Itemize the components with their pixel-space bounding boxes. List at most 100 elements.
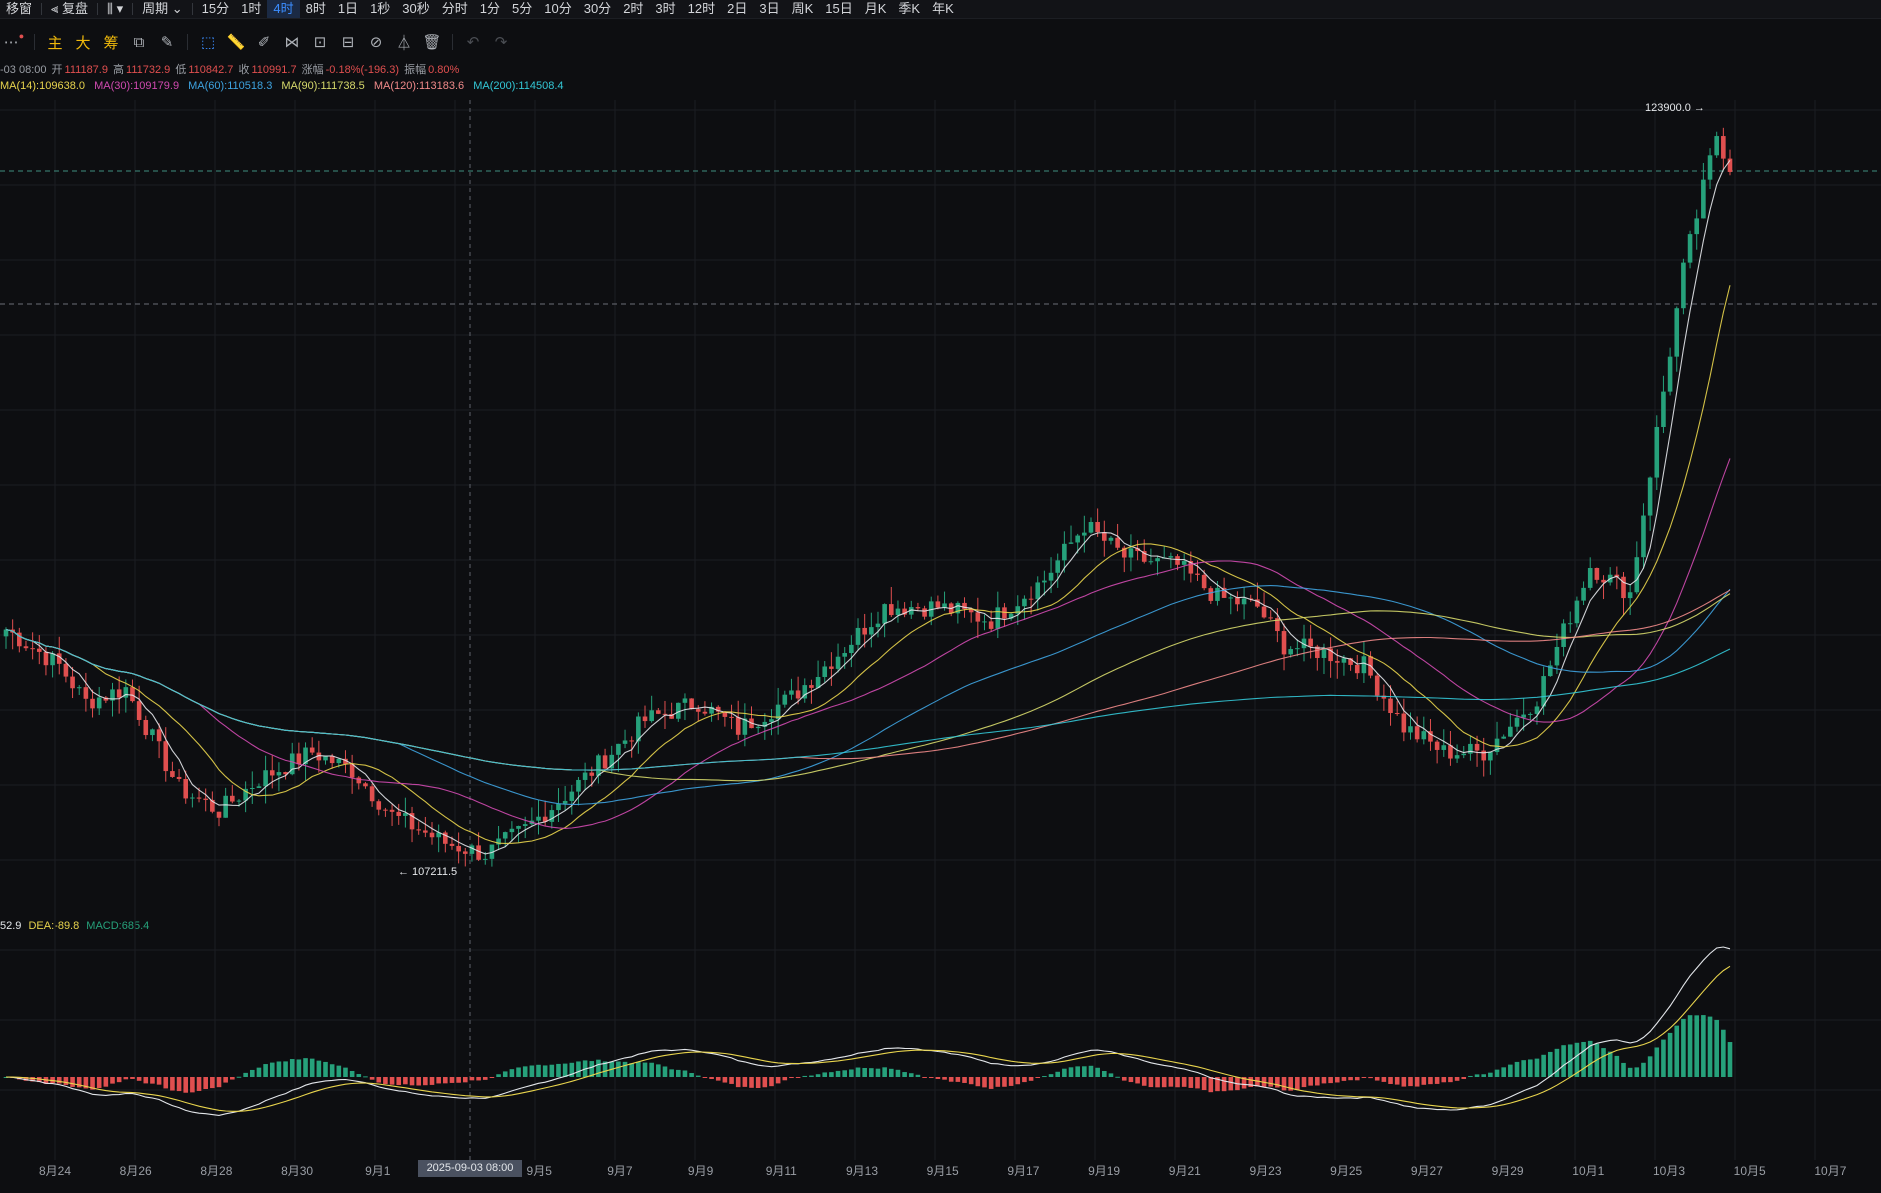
interval-14[interactable]: 12时 [687, 1, 716, 16]
macd-histogram-bar [1055, 1071, 1061, 1077]
macd-histogram-bar [1408, 1077, 1413, 1087]
interval-12[interactable]: 2时 [623, 1, 644, 16]
interval-4[interactable]: 1日 [337, 1, 359, 16]
redo-icon[interactable]: ↷ [494, 34, 508, 51]
chevron-down-icon: ⌄ [171, 1, 183, 16]
macd-histogram-bar [1028, 1077, 1034, 1081]
interval-3[interactable]: 8时 [305, 1, 326, 16]
interval-7[interactable]: 分时 [441, 1, 468, 16]
interval-16[interactable]: 3日 [759, 1, 780, 16]
candle-body [63, 663, 69, 677]
interval-17[interactable]: 周K [791, 1, 814, 16]
macd-histogram-bar [90, 1077, 95, 1090]
macd-histogram-bar [83, 1077, 89, 1089]
interval-15[interactable]: 2日 [727, 1, 748, 16]
replay-button[interactable]: ⫷ 复盘 [51, 1, 88, 16]
candle-body [922, 608, 927, 617]
macd-histogram-bar [1328, 1077, 1333, 1084]
undo-icon[interactable]: ↶ [466, 34, 480, 51]
candle-body [689, 698, 694, 710]
ma200-label: MA(200):114508.4 [473, 80, 564, 92]
cursor-select-icon[interactable]: ⬚ [200, 34, 216, 51]
interval-11[interactable]: 30分 [583, 1, 612, 16]
candle-body [935, 601, 941, 608]
macd-histogram-bar [443, 1077, 448, 1084]
candle-body [762, 721, 768, 727]
candle-body [629, 740, 634, 742]
macd-histogram-bar [1181, 1077, 1187, 1087]
candle-body [329, 755, 335, 764]
candle-body [56, 653, 62, 664]
ma90-label: MA(90):111738.5 [281, 80, 365, 92]
macd-histogram-bar [23, 1077, 29, 1081]
pattern-icon[interactable]: ⋈ [284, 34, 300, 51]
divider [452, 34, 453, 50]
candle-body [1374, 675, 1380, 696]
brush-icon[interactable]: ✐ [257, 34, 271, 51]
candle-body [1108, 537, 1114, 541]
macd-histogram-bar [336, 1065, 342, 1077]
candle-body [296, 753, 302, 765]
candle-body [1501, 736, 1506, 739]
period-menu-button[interactable]: 周期 ⌄ [136, 0, 189, 18]
interval-9[interactable]: 5分 [512, 1, 533, 16]
interval-10[interactable]: 10分 [544, 1, 572, 16]
interval-8[interactable]: 1分 [479, 1, 501, 16]
macd-histogram-bar [203, 1077, 208, 1090]
candle-body [869, 627, 874, 635]
macd-histogram-bar [249, 1069, 255, 1077]
interval-0[interactable]: 15分 [201, 1, 230, 16]
x-axis-label: 9月11 [766, 1164, 797, 1178]
window-menu[interactable]: 移窗 [6, 1, 33, 16]
macd-histogram-bar [895, 1069, 901, 1077]
chip-distribution-button[interactable]: 筹 [103, 34, 119, 52]
macd-histogram-bar [1255, 1077, 1260, 1087]
candle-body [1521, 714, 1526, 718]
macd-histogram-bar [1148, 1077, 1154, 1088]
candle-body [609, 754, 615, 769]
candle-body [349, 763, 355, 778]
candle-body [1381, 695, 1387, 699]
filter-icon[interactable]: ⏃ [396, 34, 412, 52]
ruler-icon[interactable]: 📏 [226, 34, 246, 51]
macd-histogram-bar [1088, 1065, 1094, 1077]
x-axis-label: 10月3 [1653, 1164, 1685, 1178]
ma5-line [5, 159, 1731, 855]
macd-histogram-bar [775, 1077, 781, 1084]
interval-2[interactable]: 4时 [267, 0, 300, 18]
candle-body [230, 795, 235, 802]
indicator-settings-icon[interactable]: ⧉ [133, 33, 145, 51]
draw-pen-icon[interactable]: ✎ [160, 34, 174, 51]
interval-6[interactable]: 30秒 [402, 1, 430, 16]
x-axis-label: 9月21 [1169, 1164, 1201, 1178]
chart-type-button[interactable]: ⫼ ▾ [106, 1, 124, 16]
candle-body [1308, 638, 1313, 647]
macd-histogram-bar [1221, 1077, 1227, 1092]
candle-body [116, 689, 122, 698]
main-indicator-button[interactable]: 主 [47, 34, 63, 52]
note-icon[interactable]: ⊟ [341, 34, 355, 51]
interval-5[interactable]: 1秒 [370, 1, 391, 16]
candle-body [928, 601, 934, 617]
x-axis-label: 8月28 [200, 1164, 232, 1178]
magnet-icon[interactable]: ⊘ [369, 34, 383, 51]
lock-icon[interactable]: ⊡ [313, 34, 327, 51]
macd-histogram-bar [1574, 1042, 1580, 1077]
candle-body [136, 701, 142, 720]
macd-histogram-bar [296, 1059, 302, 1077]
trash-icon[interactable]: 🗑 [422, 34, 442, 51]
macd-histogram-bar [223, 1077, 228, 1083]
interval-21[interactable]: 年K [932, 1, 954, 16]
candle-body [596, 755, 601, 776]
macd-histogram-bar [729, 1077, 734, 1084]
big-order-button[interactable]: 大 [75, 34, 91, 52]
interval-1[interactable]: 1时 [241, 1, 262, 16]
interval-18[interactable]: 15日 [825, 1, 853, 16]
macd-histogram-bar [536, 1064, 541, 1077]
candle-body [682, 698, 688, 703]
interval-20[interactable]: 季K [898, 1, 921, 16]
interval-13[interactable]: 3时 [655, 1, 676, 16]
more-icon[interactable]: ⋯ ● [3, 31, 25, 51]
interval-19[interactable]: 月K [864, 1, 887, 16]
